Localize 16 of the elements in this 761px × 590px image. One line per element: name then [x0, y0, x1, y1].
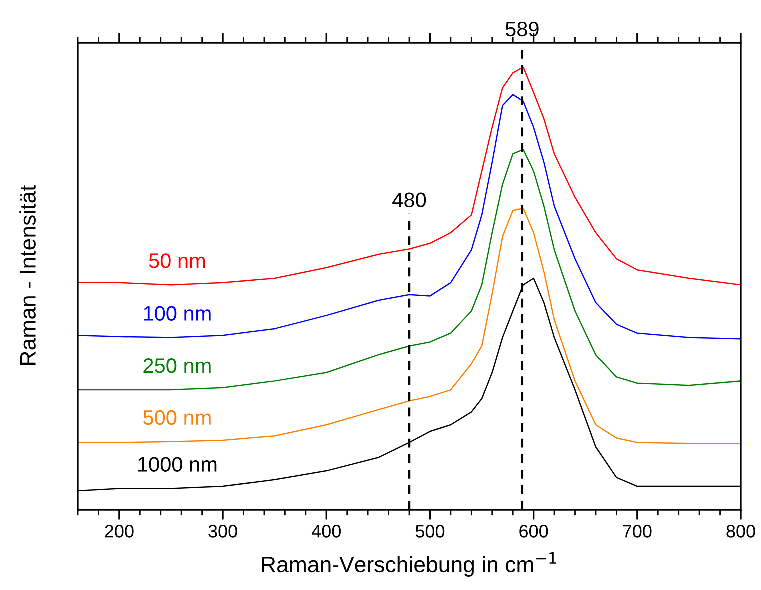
series-label: 250 nm [144, 358, 211, 374]
y-axis-title: Raman - Intensität [20, 185, 36, 365]
x-tick-label: 500 [416, 525, 445, 538]
x-tick-label: 800 [726, 525, 756, 538]
series-label: 100 nm [144, 306, 211, 321]
x-tick-label: 300 [208, 525, 238, 538]
x-axis-title: Raman-Verschiebung in cm$^{−1}$ [262, 552, 556, 577]
series-label: 500 nm [144, 410, 211, 426]
x-tick-label: 700 [623, 525, 652, 538]
x-tick-label: 200 [105, 525, 134, 538]
series-label: 50 nm [149, 254, 206, 268]
x-tick-label: 400 [312, 525, 341, 538]
ref-line-label: 480 [392, 192, 426, 208]
ref-line-label: 589 [506, 22, 539, 37]
x-tick-label: 600 [520, 525, 548, 538]
series-label: 1000 nm [138, 457, 217, 472]
